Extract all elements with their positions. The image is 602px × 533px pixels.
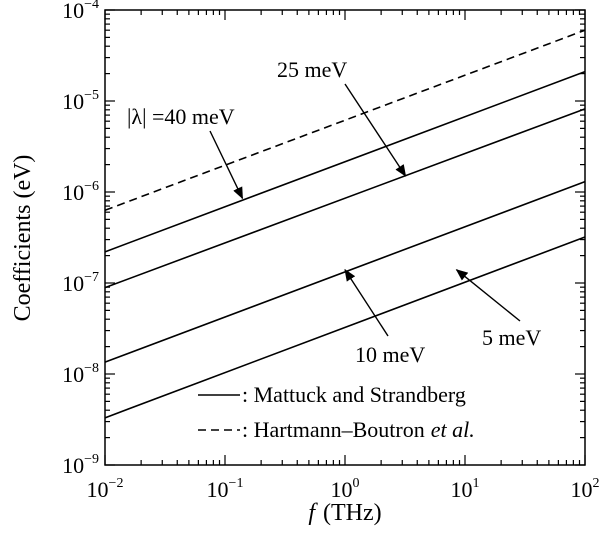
x-tick-label: 102 [571, 476, 600, 502]
x-tick-label: 10−2 [87, 476, 124, 502]
legend: : Mattuck and Strandberg : Hartmann–Bout… [198, 382, 475, 442]
legend-label-dashed-main: : Hartmann–Boutron [242, 417, 425, 442]
x-axis-variable: f [308, 500, 318, 526]
series-line-1-solid [104, 70, 586, 253]
legend-label-solid: : Mattuck and Strandberg [242, 382, 466, 407]
tick-exponent: −2 [109, 476, 124, 491]
tick-labels: 10−2 10−1 100 101 10210−910−810−710−610−510−… [62, 0, 599, 502]
tick-exponent: −6 [84, 179, 99, 194]
tick-exponent: 0 [353, 476, 360, 491]
tick-base: 10 [207, 477, 229, 502]
tick-base: 10 [62, 271, 84, 296]
x-axis-label: f (THz) [308, 500, 381, 526]
tick-base: 10 [87, 477, 109, 502]
tick-exponent: −4 [84, 0, 99, 12]
y-tick-label: 10−4 [62, 0, 99, 23]
tick-exponent: −8 [84, 361, 99, 376]
annotation-lambda-5: 5 meV [482, 325, 541, 350]
y-tick-label: 10−8 [62, 361, 99, 387]
y-tick-label: 10−7 [62, 270, 99, 296]
annotation-arrow-lambda10 [344, 268, 389, 337]
y-tick-label: 10−5 [62, 88, 99, 114]
annotation-lambda-25: 25 meV [277, 57, 347, 82]
annotation-arrow-lambda40 [209, 130, 244, 200]
tick-exponent: −5 [84, 88, 99, 103]
tick-base: 10 [62, 362, 84, 387]
tick-base: 10 [62, 453, 84, 478]
annotations: |λ| =40 meV 25 meV 10 meV 5 meV [127, 57, 541, 367]
annotation-lambda-10: 10 meV [355, 342, 425, 367]
x-tick-label: 10−1 [207, 476, 244, 502]
annotation-arrow-lambda25 [344, 83, 407, 177]
y-axis-label: Coefficients (eV) [10, 155, 36, 322]
tick-base: 10 [331, 477, 353, 502]
ticks-layer [104, 9, 586, 466]
tick-exponent: −9 [84, 452, 99, 467]
series-line-0-dashed [104, 29, 586, 212]
tick-exponent: −1 [229, 476, 244, 491]
series-layer [104, 29, 586, 419]
series-line-4-solid [104, 236, 586, 419]
y-tick-label: 10−6 [62, 179, 99, 205]
tick-base: 10 [62, 180, 84, 205]
x-tick-label: 100 [331, 476, 360, 502]
legend-label-dashed-etal: et al. [431, 417, 475, 442]
tick-base: 10 [62, 89, 84, 114]
tick-exponent: −7 [84, 270, 99, 285]
y-tick-label: 10−9 [62, 452, 99, 478]
legend-label-dashed: : Hartmann–Boutron et al. [242, 417, 475, 442]
tick-exponent: 2 [593, 476, 600, 491]
tick-exponent: 1 [473, 476, 480, 491]
series-line-2-solid [104, 108, 586, 289]
tick-base: 10 [571, 477, 593, 502]
annotation-arrows [209, 83, 521, 337]
x-axis-unit: (THz) [323, 500, 382, 526]
tick-base: 10 [62, 0, 84, 23]
x-tick-label: 101 [451, 476, 480, 502]
annotation-arrow-lambda5 [455, 269, 521, 322]
tick-base: 10 [451, 477, 473, 502]
annotation-lambda-40: |λ| =40 meV [127, 104, 235, 129]
